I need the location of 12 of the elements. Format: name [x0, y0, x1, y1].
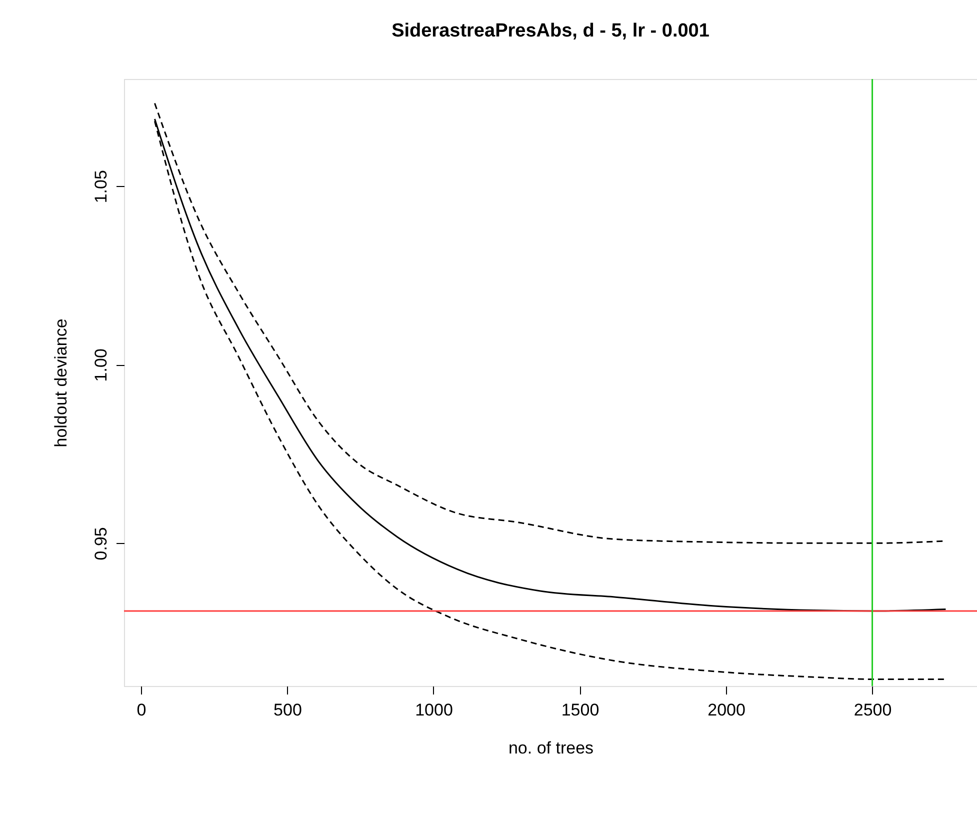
x-tick-label: 1500 — [561, 700, 600, 720]
y-tick-label: 0.95 — [92, 527, 110, 560]
y-tick-label: 1.00 — [92, 348, 110, 382]
x-tick-label: 1000 — [415, 700, 453, 720]
x-axis-title: no. of trees — [508, 738, 594, 758]
x-tick-label: 500 — [274, 700, 302, 720]
x-tick-label: 0 — [136, 700, 146, 720]
chart-title: SiderastreaPresAbs, d - 5, lr - 0.001 — [392, 20, 710, 42]
x-tick-label: 2500 — [854, 700, 892, 720]
x-tick-label: 2000 — [708, 700, 746, 720]
y-tick-label: 1.05 — [92, 170, 110, 204]
y-axis-title: holdout deviance — [52, 318, 70, 448]
